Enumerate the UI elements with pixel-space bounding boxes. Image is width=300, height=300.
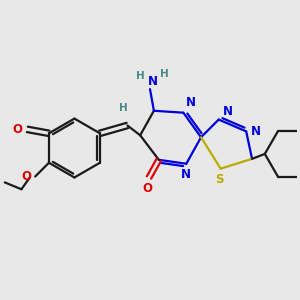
Text: O: O	[142, 182, 152, 195]
Text: H: H	[160, 69, 169, 79]
Text: H: H	[119, 103, 128, 113]
Text: H: H	[136, 71, 145, 81]
Text: N: N	[186, 96, 196, 109]
Text: N: N	[148, 75, 158, 88]
Text: O: O	[12, 123, 22, 136]
Text: N: N	[181, 168, 191, 181]
Text: N: N	[223, 105, 232, 118]
Text: S: S	[215, 172, 224, 186]
Text: O: O	[21, 170, 31, 183]
Text: N: N	[251, 125, 261, 138]
